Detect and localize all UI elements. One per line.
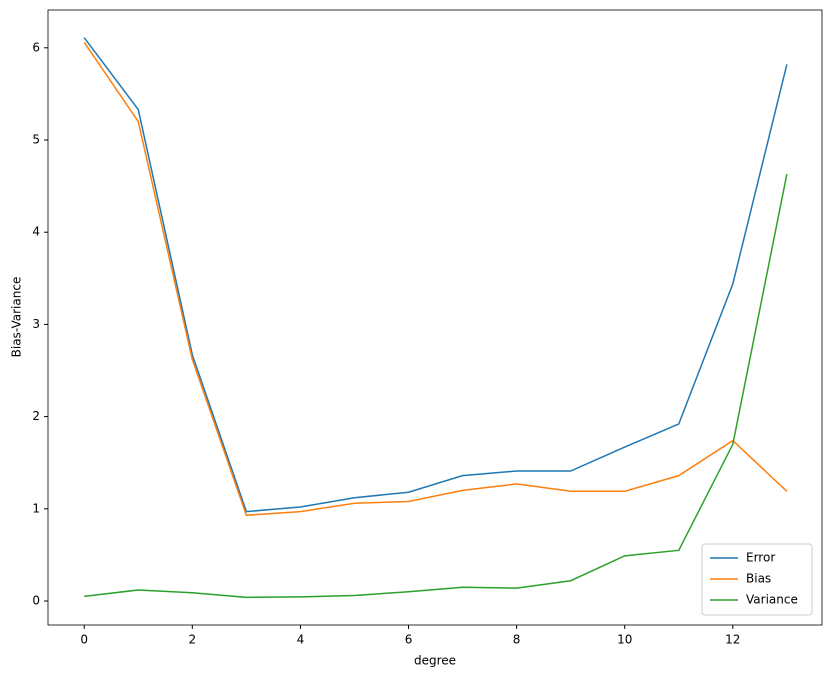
y-tick-label: 6	[32, 40, 40, 54]
y-tick-label: 4	[32, 225, 40, 239]
y-tick-label: 0	[32, 594, 40, 608]
plot-frame	[47, 9, 823, 626]
legend-label: Bias	[746, 572, 771, 586]
x-tick-label: 2	[188, 633, 196, 647]
x-tick-label: 6	[405, 633, 413, 647]
x-tick-label: 12	[725, 633, 740, 647]
x-tick-label: 0	[80, 633, 88, 647]
y-axis-label: Bias-Variance	[10, 277, 24, 358]
y-tick-label: 3	[32, 317, 40, 331]
line-series	[83, 41, 788, 517]
line-series	[84, 173, 788, 599]
legend-box	[701, 543, 813, 616]
y-tick-label: 5	[32, 133, 40, 147]
legend-label: Error	[746, 551, 775, 565]
y-tick-label: 2	[32, 409, 40, 423]
x-tick-label: 8	[513, 633, 521, 647]
legend-label: Variance	[746, 593, 798, 607]
x-tick-label: 10	[617, 633, 632, 647]
y-tick-label: 1	[32, 501, 40, 515]
x-tick-label: 4	[297, 633, 305, 647]
line-series	[83, 37, 788, 513]
x-axis-label: degree	[414, 654, 456, 668]
